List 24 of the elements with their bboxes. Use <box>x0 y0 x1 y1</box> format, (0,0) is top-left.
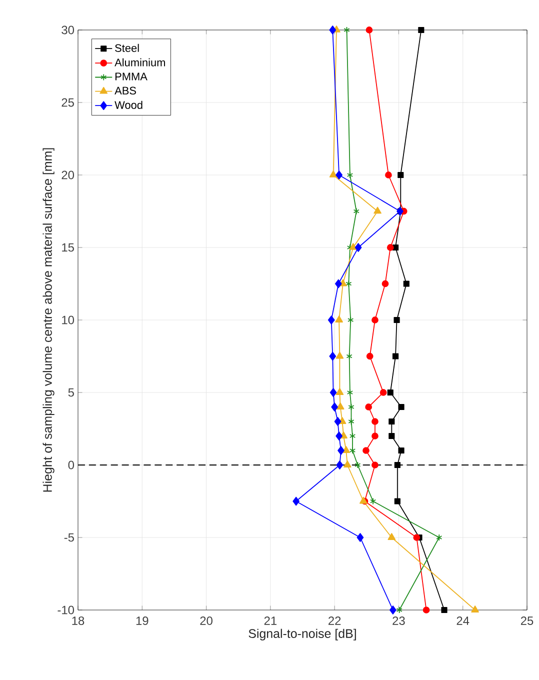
x-tick-label: 21 <box>264 616 276 625</box>
y-axis-title: Hieght of sampling volume centre above material surface [mm] <box>42 148 54 492</box>
legend-label: PMMA <box>115 72 148 80</box>
legend-label: Wood <box>114 100 142 109</box>
x-tick-label: 19 <box>136 616 148 625</box>
x-axis-title: Signal-to-noise [dB] <box>248 628 356 640</box>
y-tick-label: 25 <box>62 98 74 107</box>
legend-label: Steel <box>115 44 139 52</box>
y-tick-label: -5 <box>64 533 74 542</box>
x-tick-label: 20 <box>200 616 212 625</box>
y-tick-label: -10 <box>58 606 74 614</box>
x-tick-label: 24 <box>456 616 470 625</box>
x-tick-label: 18 <box>72 616 84 625</box>
x-tick-label: 22 <box>328 616 341 625</box>
y-tick-label: 10 <box>62 316 74 324</box>
y-tick-label: 30 <box>62 26 74 34</box>
y-tick-label: 15 <box>62 243 74 252</box>
x-tick-label: 25 <box>520 616 534 625</box>
legend-label: ABS <box>114 86 136 95</box>
legend-label: Aluminium <box>114 58 165 66</box>
y-tick-label: 0 <box>68 460 74 470</box>
x-tick-label: 23 <box>392 616 405 625</box>
y-tick-label: 20 <box>62 170 74 180</box>
y-tick-label: 5 <box>68 388 74 397</box>
